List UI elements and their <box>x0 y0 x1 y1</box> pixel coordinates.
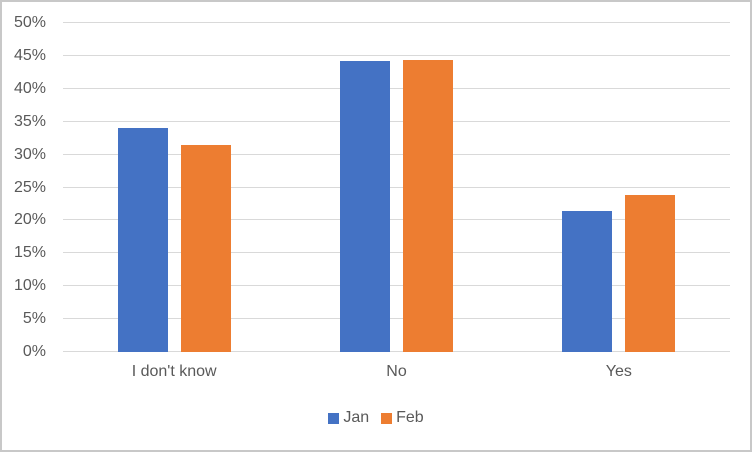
plot-area <box>63 22 730 352</box>
y-tick-label: 0% <box>22 343 46 360</box>
gridline <box>63 285 730 287</box>
bar-group <box>285 23 507 352</box>
category-label: No <box>386 363 407 380</box>
legend-swatch <box>381 412 393 424</box>
legend-label: Jan <box>343 409 370 426</box>
category-label: Yes <box>605 363 632 380</box>
legend-item-jan[interactable]: Jan <box>328 409 369 427</box>
gridline <box>63 22 730 23</box>
bar-group <box>508 23 730 352</box>
y-tick-label: 35% <box>13 112 46 130</box>
gridline <box>63 153 730 155</box>
y-tick-label: 20% <box>13 211 46 229</box>
bar-jan-2[interactable] <box>562 211 613 352</box>
y-tick-label: 40% <box>13 79 46 97</box>
gridline <box>63 186 730 188</box>
bar-feb-2[interactable] <box>625 194 676 352</box>
y-tick-label: 15% <box>13 244 46 262</box>
gridline <box>63 120 730 122</box>
bar-feb-1[interactable] <box>402 59 453 352</box>
legend: Jan Feb <box>2 409 750 427</box>
y-tick-label: 45% <box>13 46 46 64</box>
y-tick-label: 5% <box>22 310 46 328</box>
gridline <box>63 219 730 221</box>
gridline <box>63 351 730 352</box>
x-axis: I don't know No Yes <box>63 363 730 381</box>
legend-item-feb[interactable]: Feb <box>381 409 424 427</box>
y-tick-label: 30% <box>13 145 46 163</box>
bar-jan-1[interactable] <box>339 61 390 352</box>
gridline <box>63 87 730 89</box>
y-axis: 0% 5% 10% 15% 20% 25% 30% 35% 40% 45% 50% <box>2 15 46 360</box>
y-tick-label: 50% <box>13 14 46 31</box>
bar-feb-0[interactable] <box>180 144 231 352</box>
bar-groups <box>63 23 730 352</box>
category-label: I don't know <box>131 363 217 380</box>
legend-label: Feb <box>396 409 424 426</box>
y-tick-label: 10% <box>13 277 46 295</box>
bar-group <box>63 23 285 352</box>
y-tick-label: 25% <box>13 178 46 196</box>
gridline <box>63 318 730 320</box>
gridline <box>63 252 730 254</box>
bar-jan-0[interactable] <box>117 128 168 352</box>
gridline <box>63 54 730 56</box>
legend-swatch <box>328 412 340 424</box>
